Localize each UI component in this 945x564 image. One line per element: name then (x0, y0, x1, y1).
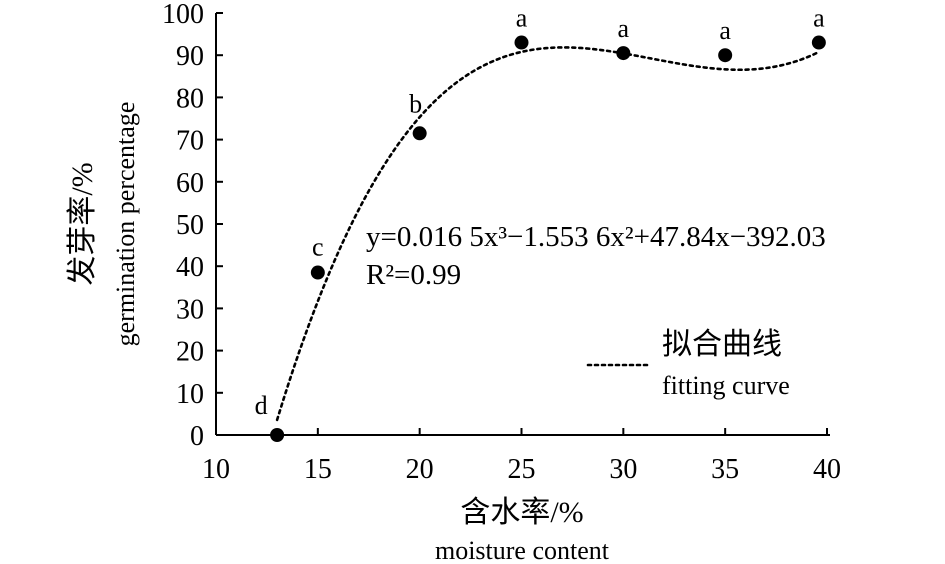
data-point (514, 35, 529, 50)
significance-label: a (813, 4, 825, 33)
y-tick-label: 90 (176, 41, 204, 72)
data-point (718, 48, 733, 63)
x-tick-label: 40 (813, 454, 841, 485)
legend-label-en: fitting curve (662, 371, 790, 400)
significance-label: a (618, 14, 630, 43)
y-tick-label: 0 (190, 421, 204, 452)
x-tick-label: 30 (609, 454, 637, 485)
fit-equation: y=0.016 5x³−1.553 6x²+47.84x−392.03 (366, 221, 826, 253)
y-axis-ticks: 0 10 20 30 40 50 60 70 80 90 100 (162, 0, 223, 452)
y-tick-label: 40 (176, 252, 204, 283)
y-axis-title-cn: 发芽率/% (66, 162, 99, 285)
data-point (412, 126, 427, 141)
y-tick-label: 50 (176, 210, 204, 241)
y-tick-label: 100 (162, 0, 204, 30)
x-axis-title-en: moisture content (435, 536, 610, 564)
data-point (310, 265, 325, 280)
x-tick-label: 10 (202, 454, 230, 485)
fitting-curve (275, 46, 821, 422)
y-axis-title-en: germination percentage (111, 102, 140, 347)
fit-r-squared: R²=0.99 (366, 259, 461, 291)
data-points: d c b a a a a (255, 4, 826, 442)
y-tick-label: 80 (176, 83, 204, 114)
significance-label: b (409, 89, 422, 118)
y-tick-label: 10 (176, 379, 204, 410)
x-axis-ticks: 10 15 20 25 30 35 40 (202, 428, 841, 485)
data-point (270, 428, 285, 442)
data-point (616, 46, 631, 61)
significance-label: c (312, 233, 324, 262)
x-tick-label: 20 (406, 454, 434, 485)
legend-label-cn: 拟合曲线 (662, 328, 782, 361)
x-tick-label: 25 (508, 454, 536, 485)
significance-label: a (719, 16, 731, 45)
y-tick-label: 60 (176, 168, 204, 199)
x-tick-label: 35 (711, 454, 739, 485)
significance-label: a (516, 4, 528, 33)
y-tick-label: 20 (176, 337, 204, 368)
x-axis-title-cn: 含水率/% (460, 496, 583, 529)
data-point (811, 35, 826, 50)
significance-label: d (255, 391, 268, 420)
x-tick-label: 15 (304, 454, 332, 485)
legend: 拟合曲线 fitting curve (586, 328, 790, 400)
y-tick-label: 30 (176, 294, 204, 325)
y-tick-label: 70 (176, 126, 204, 157)
